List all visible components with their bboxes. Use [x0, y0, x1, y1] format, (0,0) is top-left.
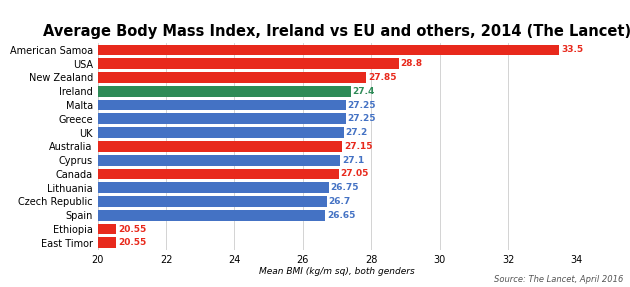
- Bar: [98, 113, 346, 124]
- Text: 27.25: 27.25: [347, 100, 376, 110]
- Bar: [98, 210, 325, 221]
- Bar: [98, 100, 346, 110]
- Title: Average Body Mass Index, Ireland vs EU and others, 2014 (The Lancet): Average Body Mass Index, Ireland vs EU a…: [43, 24, 630, 39]
- Text: 20.55: 20.55: [118, 238, 146, 247]
- Bar: [98, 72, 366, 83]
- Bar: [98, 224, 117, 234]
- Bar: [98, 196, 327, 207]
- Bar: [98, 44, 559, 55]
- Text: 27.15: 27.15: [344, 142, 372, 151]
- Text: 27.05: 27.05: [340, 169, 369, 179]
- Text: 27.85: 27.85: [368, 73, 396, 82]
- Text: Source: The Lancet, April 2016: Source: The Lancet, April 2016: [495, 275, 624, 284]
- Text: 27.25: 27.25: [347, 114, 376, 123]
- X-axis label: Mean BMI (kg/m sq), both genders: Mean BMI (kg/m sq), both genders: [259, 267, 415, 276]
- Text: 33.5: 33.5: [561, 45, 583, 55]
- Bar: [98, 168, 339, 179]
- Text: 26.7: 26.7: [328, 197, 351, 206]
- Bar: [98, 155, 340, 166]
- Text: 26.65: 26.65: [327, 211, 355, 220]
- Text: 28.8: 28.8: [400, 59, 423, 68]
- Text: 27.4: 27.4: [352, 87, 375, 96]
- Text: 20.55: 20.55: [118, 224, 146, 234]
- Text: 27.2: 27.2: [346, 128, 368, 137]
- Bar: [98, 86, 351, 97]
- Bar: [98, 58, 399, 69]
- Bar: [98, 141, 342, 152]
- Text: 27.1: 27.1: [342, 156, 364, 165]
- Text: 26.75: 26.75: [330, 183, 358, 192]
- Bar: [98, 182, 328, 193]
- Bar: [98, 127, 344, 138]
- Bar: [98, 237, 117, 248]
